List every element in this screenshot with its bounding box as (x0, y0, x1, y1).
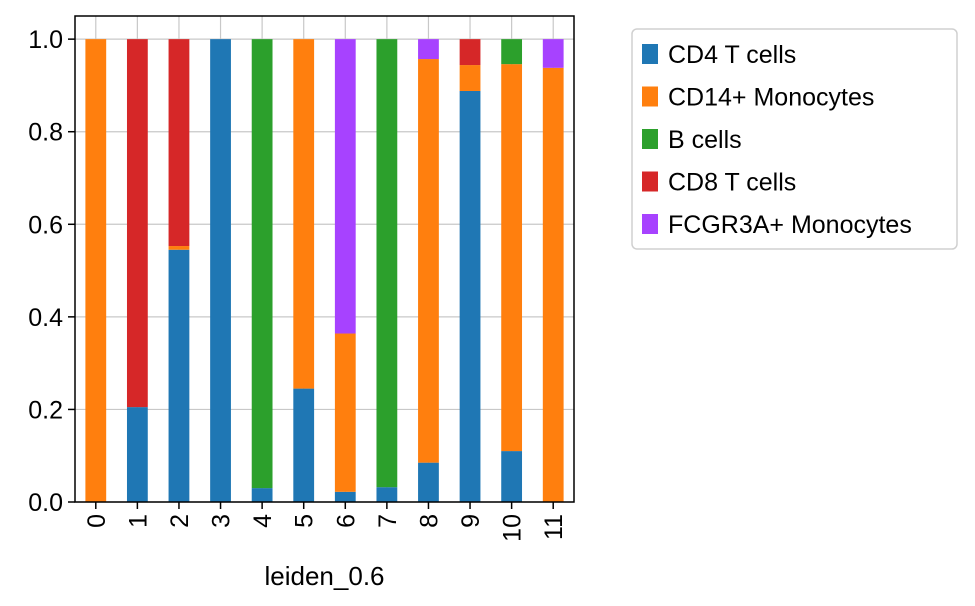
x-tick-label-7: 7 (374, 514, 402, 528)
legend-label-0: CD4 T cells (668, 41, 796, 69)
legend-swatch-2 (642, 129, 658, 149)
y-tick-label-4: 0.8 (28, 119, 63, 147)
x-tick-label-4: 4 (249, 514, 277, 528)
bar-10-series-2 (501, 39, 523, 65)
x-tick-label-10: 10 (499, 514, 527, 542)
y-axis: 0.0 0.2 0.4 0.6 0.8 1.0 (28, 26, 75, 517)
legend-swatch-1 (642, 86, 658, 107)
bar-8-series-0 (418, 462, 439, 502)
bar-5-series-0 (293, 388, 315, 502)
legend: CD4 T cells CD14+ Monocytes B cells CD8 T c… (631, 28, 958, 250)
bar-0-series-1 (85, 39, 107, 503)
grid-lines (75, 16, 574, 503)
bar-7-series-0 (376, 487, 398, 502)
bar-8-series-1 (418, 59, 439, 463)
x-tick-label-3: 3 (208, 514, 236, 528)
bar-2-series-3 (168, 39, 190, 247)
bar-4-series-2 (251, 39, 273, 489)
x-tick-label-6: 6 (332, 514, 360, 528)
x-tick-label-2: 2 (166, 514, 194, 528)
bar-1-series-3 (126, 39, 148, 408)
bar-3-series-0 (210, 39, 231, 503)
bar-9-series-1 (459, 65, 481, 91)
plot-frame (74, 15, 575, 503)
legend-swatch-4 (642, 214, 658, 234)
x-tick-label-0: 0 (83, 514, 111, 528)
y-tick-label-3: 0.6 (28, 211, 63, 239)
bar-11-series-1 (542, 67, 564, 502)
legend-swatch-3 (642, 171, 658, 192)
bars (85, 39, 564, 503)
y-tick-label-2: 0.4 (28, 304, 63, 332)
bar-11-series-4 (542, 39, 564, 68)
legend-label-3: CD8 T cells (668, 169, 796, 197)
bar-6-series-4 (334, 39, 356, 334)
bar-2-series-0 (168, 249, 190, 502)
bar-5-series-1 (293, 39, 315, 389)
bar-2-series-1 (168, 246, 190, 250)
bar-6-series-0 (334, 491, 356, 502)
bar-9-series-3 (459, 39, 481, 66)
bar-7-series-2 (376, 39, 398, 488)
y-tick-label-0: 0.0 (28, 489, 63, 517)
bar-9-series-0 (459, 90, 481, 503)
x-tick-label-5: 5 (291, 514, 319, 528)
legend-label-1: CD14+ Monocytes (668, 84, 874, 112)
bar-1-series-0 (126, 407, 148, 502)
x-tick-label-1: 1 (124, 514, 152, 528)
bar-8-series-4 (418, 39, 439, 60)
x-axis-title: leiden_0.6 (265, 561, 385, 591)
legend-label-2: B cells (668, 126, 742, 154)
bar-10-series-1 (501, 64, 523, 452)
bar-4-series-0 (251, 488, 273, 502)
x-tick-label-11: 11 (540, 514, 568, 540)
legend-swatch-0 (642, 44, 658, 64)
legend-frame (631, 28, 958, 250)
y-tick-label-1: 0.2 (28, 396, 63, 424)
legend-label-4: FCGR3A+ Monocytes (668, 211, 912, 239)
x-tick-label-9: 9 (457, 514, 485, 528)
x-tick-label-8: 8 (415, 514, 443, 528)
x-axis: 0 1 2 3 4 5 6 7 8 9 10 11 (83, 502, 568, 542)
y-tick-label-5: 1.0 (28, 26, 63, 54)
bar-10-series-0 (501, 451, 523, 502)
bar-6-series-1 (334, 333, 356, 492)
